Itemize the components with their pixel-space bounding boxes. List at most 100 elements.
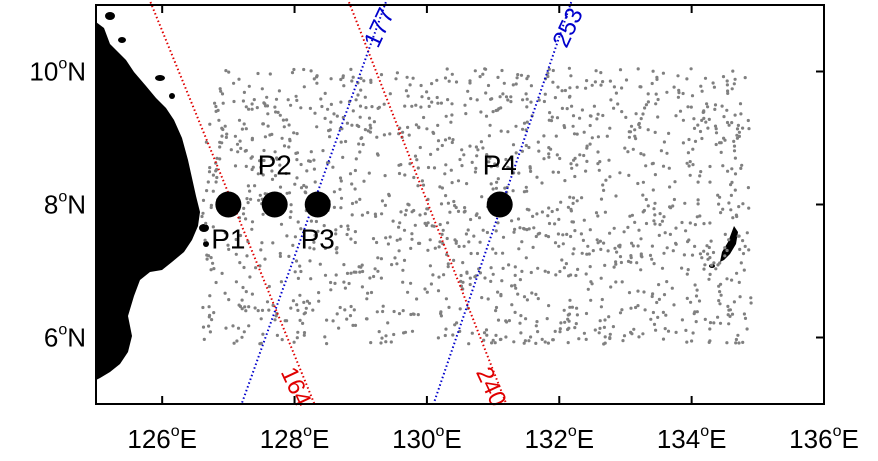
observation-point <box>465 270 469 274</box>
observation-point <box>590 282 594 286</box>
observation-point <box>651 292 655 296</box>
observation-point <box>646 92 650 96</box>
observation-point <box>551 338 555 342</box>
observation-point <box>402 228 407 232</box>
observation-point <box>568 94 572 98</box>
observation-point <box>713 124 718 128</box>
observation-point <box>304 191 308 195</box>
observation-point <box>301 321 305 325</box>
observation-point <box>682 253 687 257</box>
observation-point <box>726 313 730 317</box>
observation-point <box>718 302 722 306</box>
observation-point <box>546 235 551 239</box>
observation-point <box>450 181 454 185</box>
observation-point <box>518 226 522 230</box>
x-tick-label: 130oE <box>392 423 462 454</box>
observation-point <box>293 270 297 274</box>
observation-point <box>346 227 350 231</box>
observation-point <box>732 300 737 304</box>
observation-point <box>639 85 643 89</box>
observation-point <box>436 289 441 293</box>
observation-point <box>312 247 316 251</box>
observation-point <box>425 207 429 211</box>
observation-point <box>662 251 666 255</box>
observation-point <box>443 333 447 338</box>
observation-point <box>620 110 624 114</box>
observation-point <box>547 155 551 159</box>
observation-point <box>500 68 504 73</box>
observation-point <box>553 241 558 245</box>
observation-point <box>223 291 227 295</box>
observation-point <box>339 179 343 183</box>
observation-point <box>444 114 448 118</box>
observation-point <box>646 128 650 132</box>
observation-point <box>661 337 666 341</box>
observation-point <box>273 318 277 322</box>
observation-point <box>270 132 274 136</box>
observation-point <box>687 164 691 168</box>
observation-point <box>294 94 298 98</box>
observation-point <box>504 335 508 339</box>
observation-point <box>208 294 212 298</box>
observation-point <box>262 158 266 163</box>
observation-point <box>637 122 641 127</box>
observation-point <box>618 311 623 315</box>
observation-point <box>674 242 678 246</box>
observation-point <box>379 73 384 77</box>
observation-point <box>317 299 321 303</box>
observation-point <box>547 206 551 210</box>
station-p4-label: P4 <box>483 150 517 181</box>
observation-point <box>286 98 290 102</box>
observation-point <box>369 341 373 345</box>
observation-point <box>534 292 538 296</box>
observation-point <box>245 197 249 201</box>
observation-point <box>480 296 484 300</box>
observation-point <box>520 149 525 153</box>
observation-point <box>261 212 265 216</box>
observation-point <box>591 249 595 253</box>
observation-point <box>227 247 231 251</box>
observation-point <box>689 300 693 304</box>
x-tick-label: 136oE <box>789 423 859 454</box>
observation-point <box>511 143 516 147</box>
island <box>203 241 209 247</box>
observation-point <box>323 335 327 339</box>
observation-point <box>602 241 606 245</box>
observation-point <box>559 200 563 204</box>
observation-point <box>652 219 656 223</box>
observation-point <box>726 89 730 93</box>
observation-point <box>474 145 478 149</box>
observation-point <box>256 309 260 313</box>
observation-point <box>512 340 516 344</box>
observation-point <box>529 270 533 275</box>
observation-point <box>414 103 418 107</box>
observation-point <box>567 66 572 70</box>
track-164-line <box>148 0 316 405</box>
observation-point <box>745 231 749 235</box>
observation-point <box>353 168 357 173</box>
observation-point <box>656 115 660 119</box>
observation-point <box>709 239 713 243</box>
observation-point <box>258 342 262 346</box>
observation-point <box>582 153 586 158</box>
observation-point <box>244 309 248 313</box>
observation-point <box>725 120 730 125</box>
observation-point <box>565 107 569 111</box>
observation-point <box>339 224 343 228</box>
island <box>105 12 115 20</box>
observation-point <box>547 118 551 122</box>
observation-point <box>525 105 529 109</box>
observation-point <box>546 74 550 79</box>
observation-point <box>598 239 603 243</box>
observation-point <box>298 293 302 297</box>
observation-point <box>201 305 205 310</box>
observation-point <box>442 273 446 277</box>
observation-point <box>627 291 632 295</box>
observation-point <box>693 244 697 248</box>
observation-point <box>309 150 313 154</box>
observation-point <box>233 134 237 138</box>
observation-point <box>282 125 286 129</box>
observation-point <box>621 339 625 343</box>
observation-point <box>376 256 380 260</box>
observation-point <box>556 170 561 174</box>
